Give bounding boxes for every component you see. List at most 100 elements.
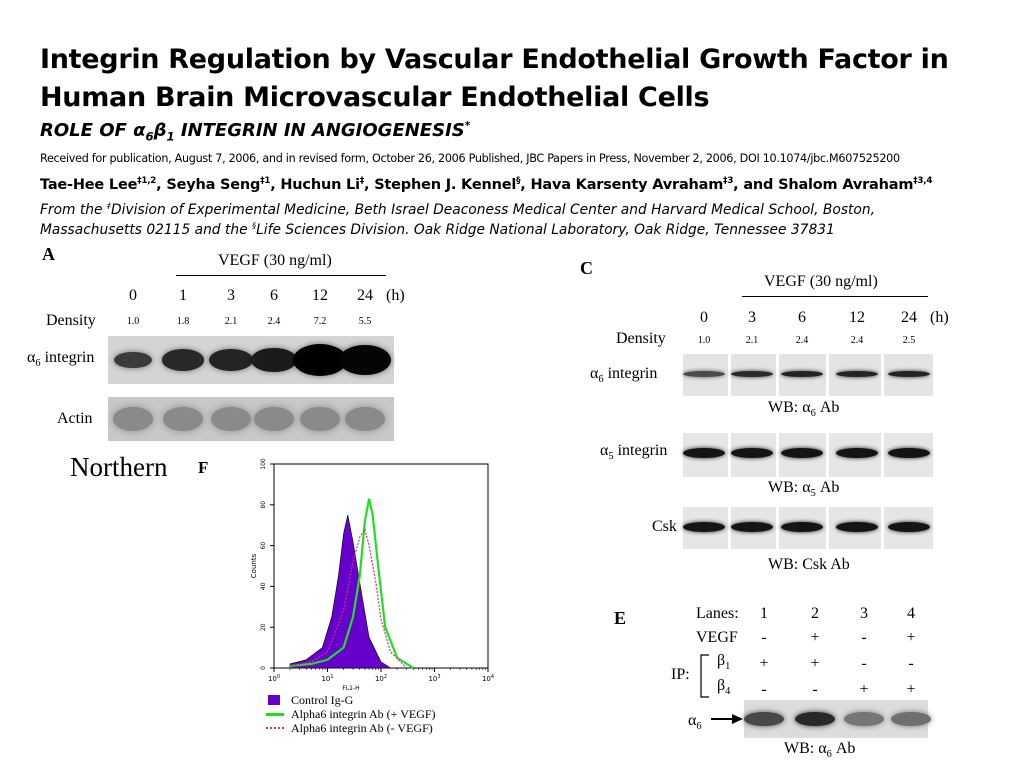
panel-f-label: F — [198, 458, 209, 477]
panel-e-blot — [744, 700, 931, 738]
x-tick-label: 103 — [428, 674, 440, 683]
panel-c-time-label: 24 — [901, 309, 917, 326]
panel-c-lane-divider — [881, 433, 884, 477]
panel-a-actin-band — [113, 407, 153, 431]
series-control-igg — [289, 514, 392, 669]
panel-e-vegf-label: VEGF — [696, 629, 738, 646]
panel-e-vegf-value: + — [906, 629, 916, 646]
author-affiliation-mark: ‡3 — [723, 176, 734, 187]
panel-c-lane-divider — [728, 354, 731, 396]
panel-a-integrin-blot — [108, 336, 394, 384]
panel-c-wb3: WB: Csk Ab — [768, 556, 850, 573]
panel-a-integrin-band — [209, 348, 253, 372]
panel-c-label: C — [580, 258, 593, 278]
x-tick-label: 104 — [482, 674, 494, 683]
x-tick-label: 102 — [375, 674, 387, 683]
publication-history: Received for publication, August 7, 2006… — [40, 152, 900, 165]
panel-a-actin-band — [345, 407, 385, 431]
panel-c-wb2: WB: α5 Ab — [768, 479, 840, 500]
panel-c-time-label: 12 — [849, 309, 865, 326]
affiliation-line2: Massachusetts 02115 and the §Life Scienc… — [40, 220, 835, 238]
panel-c-band — [888, 522, 930, 532]
panel-c-band — [836, 522, 878, 532]
panel-c-row3-label: Csk — [652, 518, 677, 535]
panel-c-lane-divider — [826, 433, 829, 477]
panel-a-time-label: 0 — [129, 287, 137, 304]
panel-c-lane-divider — [826, 354, 829, 396]
panel-c-row1-label: α6 integrin — [590, 365, 658, 386]
series-plus-vegf — [288, 498, 414, 669]
panel-e-wb: WB: α6 Ab — [784, 740, 856, 761]
panel-e-band — [844, 712, 884, 726]
panel-e-beta4-value: - — [761, 681, 767, 698]
panel-e-beta4-value: + — [906, 681, 916, 698]
panel-c-band — [683, 522, 725, 532]
panel-c-lane-divider — [728, 433, 731, 477]
panel-c-treatment-bar — [742, 296, 928, 297]
panel-e-beta1-value: - — [908, 655, 914, 672]
panel-c-band — [683, 371, 725, 377]
panel-a-unit: (h) — [386, 287, 405, 304]
panel-e-beta4-value: - — [812, 681, 818, 698]
author-separator: , and — [733, 177, 779, 193]
author-name: Hava Karsenty Avraham — [530, 177, 724, 193]
panel-a-actin-band — [300, 407, 340, 431]
panel-c-time-label: 6 — [798, 309, 806, 326]
author-affiliation-mark: ‡1 — [260, 176, 271, 187]
panel-e-band-label: α6 — [688, 712, 702, 733]
panel-a-density-label: Density — [46, 312, 96, 329]
y-axis-label: Counts — [250, 553, 258, 578]
panel-a-treatment: VEGF (30 ng/ml) — [218, 252, 332, 269]
paper-title-line2: Human Brain Microvascular Endothelial Ce… — [40, 82, 710, 113]
panel-a-label: A — [42, 244, 55, 264]
panel-c-density-value: 2.1 — [745, 335, 759, 346]
x-axis-label: FL1-H — [342, 685, 359, 692]
paper-subtitle: ROLE OF α6β1 INTEGRIN IN ANGIOGENESIS* — [40, 119, 471, 144]
panel-c-time-label: 3 — [748, 309, 756, 326]
panel-c-lane-divider — [881, 507, 884, 549]
plot-frame — [273, 463, 489, 669]
x-tick-label: 100 — [268, 674, 280, 683]
panel-e-vegf-value: + — [810, 629, 820, 646]
panel-e-ip-label: IP: — [671, 666, 690, 683]
panel-c-lane-divider — [776, 507, 779, 549]
legend-swatch-plus-vegf — [266, 713, 284, 716]
panel-c-band — [731, 371, 773, 377]
panel-a-actin-band — [163, 407, 203, 431]
panel-c-density-value: 1.0 — [697, 335, 711, 346]
author-affiliation-mark: ‡ — [359, 176, 365, 187]
panel-c-density-value: 2.5 — [902, 335, 916, 346]
panel-a-time-label: 3 — [227, 287, 235, 304]
panel-a-integrin-band — [161, 349, 205, 371]
panel-a-actin-band — [254, 407, 294, 431]
author-list: Tae-Hee Lee‡1,2, Seyha Seng‡1, Huchun Li… — [40, 177, 932, 193]
panel-c-lane-divider — [776, 354, 779, 396]
panel-c-band — [781, 448, 823, 458]
panel-a-integrin-band — [293, 344, 347, 376]
author-affiliation-mark: ‡1,2 — [137, 176, 157, 187]
x-tick-label: 101 — [321, 674, 333, 683]
legend-swatch-control — [268, 695, 280, 705]
panel-c-a5-blot — [683, 433, 933, 477]
panel-a-treatment-bar — [176, 275, 386, 276]
author-separator: , — [364, 177, 375, 193]
panel-e-label: E — [614, 608, 627, 628]
panel-e-vegf-value: - — [761, 629, 767, 646]
panel-c-density-value: 2.4 — [850, 335, 864, 346]
panel-a-time-label: 6 — [270, 287, 278, 304]
panel-a-time-label: 1 — [179, 287, 187, 304]
panel-a-density-value: 5.5 — [358, 316, 372, 327]
author-name: Shalom Avraham — [778, 177, 914, 193]
arrow-right-icon — [711, 714, 743, 724]
author-name: Huchun Li — [280, 177, 360, 193]
panel-c-unit: (h) — [930, 309, 949, 326]
panel-a-integrin-band — [338, 344, 392, 376]
affiliation-line1: From the ‡Division of Experimental Medic… — [40, 200, 875, 218]
panel-e-lanes-value: 1 — [760, 605, 768, 622]
panel-e-beta4-value: + — [859, 681, 869, 698]
y-tick-label: 80 — [260, 501, 267, 509]
legend-swatch-minus-vegf — [266, 727, 284, 729]
panel-c-density-value: 2.4 — [795, 335, 809, 346]
panel-a-integrin-band — [114, 351, 152, 369]
panel-c-band — [888, 448, 930, 458]
